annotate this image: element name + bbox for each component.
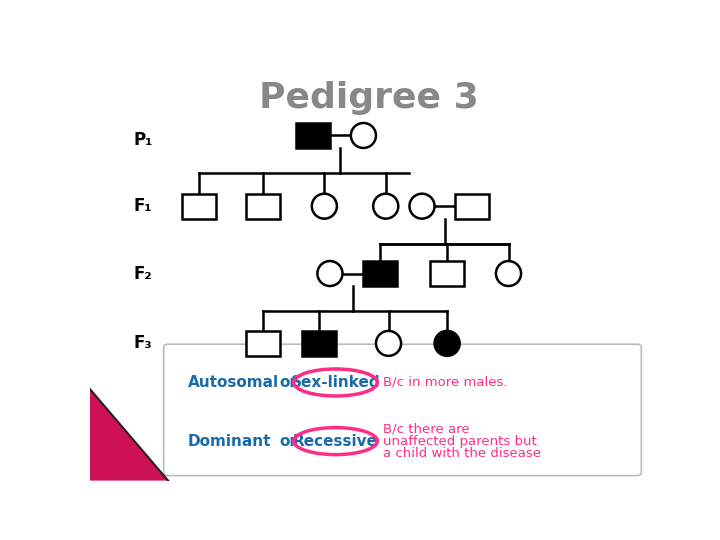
Bar <box>182 194 215 219</box>
Text: B/c in more males.: B/c in more males. <box>383 376 508 389</box>
Bar <box>431 261 464 286</box>
Text: F₃: F₃ <box>134 334 153 353</box>
Text: or: or <box>280 434 297 449</box>
Ellipse shape <box>376 331 401 356</box>
Text: Sex-linked: Sex-linked <box>291 375 380 390</box>
FancyBboxPatch shape <box>163 344 642 476</box>
Bar <box>302 331 336 356</box>
Text: F₂: F₂ <box>134 265 153 282</box>
Ellipse shape <box>318 261 343 286</box>
Ellipse shape <box>435 331 459 356</box>
Bar <box>364 261 397 286</box>
Text: F₁: F₁ <box>134 197 153 215</box>
Text: Pedigree 3: Pedigree 3 <box>259 82 479 116</box>
Text: or: or <box>280 375 297 390</box>
Ellipse shape <box>410 194 435 219</box>
Ellipse shape <box>373 194 398 219</box>
Text: a child with the disease: a child with the disease <box>383 447 541 460</box>
Bar <box>297 123 330 148</box>
Ellipse shape <box>351 123 376 148</box>
Bar <box>246 194 280 219</box>
Text: Dominant: Dominant <box>188 434 271 449</box>
Polygon shape <box>90 389 168 481</box>
Bar <box>246 331 280 356</box>
Bar <box>456 194 489 219</box>
Text: Autosomal: Autosomal <box>188 375 279 390</box>
Text: P₁: P₁ <box>133 131 153 150</box>
Ellipse shape <box>496 261 521 286</box>
Text: B/c there are: B/c there are <box>383 422 469 435</box>
Ellipse shape <box>312 194 337 219</box>
Text: Recessive: Recessive <box>293 434 378 449</box>
Text: unaffected parents but: unaffected parents but <box>383 435 536 448</box>
